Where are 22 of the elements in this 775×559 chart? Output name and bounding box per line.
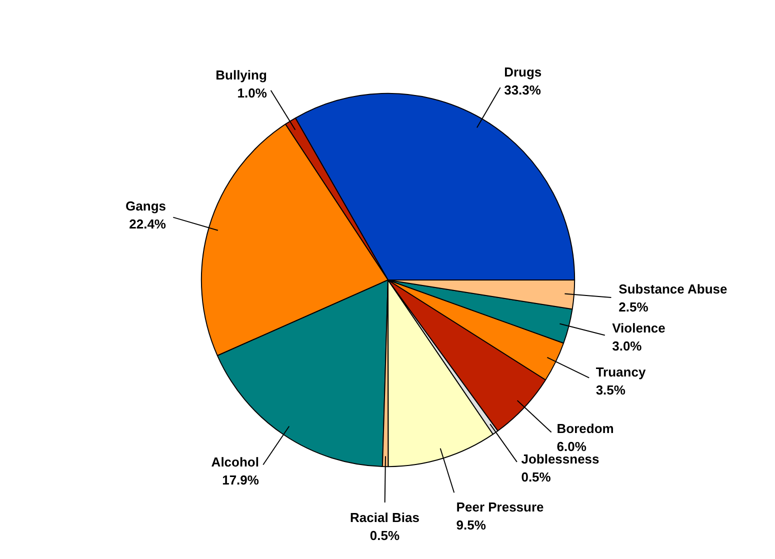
data-label: 3.0% — [612, 338, 642, 354]
slice-label: Truancy — [596, 364, 646, 380]
slice-label: Drugs — [504, 64, 542, 80]
slice-label: Alcohol — [211, 454, 259, 470]
data-label: 17.9% — [222, 472, 260, 488]
slice-label: Gangs — [126, 198, 166, 214]
data-label: 3.5% — [596, 382, 626, 398]
slice-label: Violence — [612, 320, 666, 336]
data-label: 0.5% — [370, 528, 400, 543]
slice-label: Bullying — [216, 68, 267, 83]
data-label: 6.0% — [556, 438, 587, 454]
data-label: 0.5% — [521, 470, 552, 485]
data-label: 33.3% — [504, 82, 542, 98]
slice-label: Joblessness — [521, 452, 600, 467]
slice-label: Boredom — [556, 420, 614, 436]
data-label: 2.5% — [618, 300, 649, 315]
data-label: 22.4% — [129, 216, 166, 232]
data-label: 9.5% — [456, 518, 486, 533]
data-label: 1.0% — [237, 86, 268, 101]
slice-label: Substance Abuse — [618, 282, 728, 297]
slice-label: Racial Bias — [350, 510, 420, 525]
slice-label: Peer Pressure — [456, 500, 544, 515]
